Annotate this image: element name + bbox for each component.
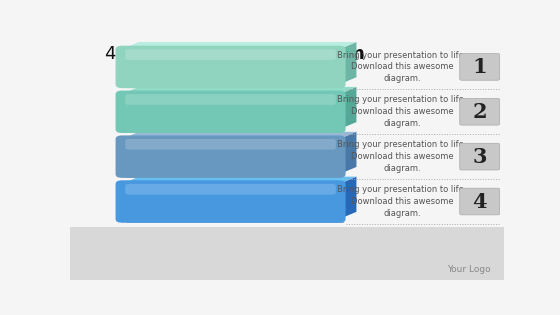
Polygon shape [122,132,356,139]
Polygon shape [122,42,356,49]
FancyBboxPatch shape [115,90,346,133]
Polygon shape [122,87,356,94]
FancyBboxPatch shape [460,98,500,125]
Polygon shape [339,87,356,129]
Text: 2: 2 [473,102,487,122]
Text: 4: 4 [105,45,122,63]
FancyBboxPatch shape [125,49,336,60]
FancyBboxPatch shape [460,188,500,215]
Polygon shape [122,132,139,174]
Polygon shape [339,177,356,219]
Polygon shape [122,219,344,223]
FancyBboxPatch shape [115,135,346,178]
Polygon shape [122,87,139,129]
Text: Bring your presentation to life.
Download this awesome
diagram.: Bring your presentation to life. Downloa… [337,51,466,83]
Polygon shape [122,42,139,84]
FancyBboxPatch shape [460,54,500,80]
Polygon shape [122,177,139,219]
Polygon shape [122,84,344,88]
Text: Bring your presentation to life.
Download this awesome
diagram.: Bring your presentation to life. Downloa… [337,95,466,128]
FancyBboxPatch shape [115,180,346,223]
Text: 1: 1 [473,57,487,77]
FancyBboxPatch shape [125,94,336,105]
FancyBboxPatch shape [125,184,336,195]
Text: 4: 4 [473,192,487,211]
Text: 3: 3 [473,147,487,167]
Polygon shape [339,132,356,174]
Polygon shape [122,129,344,133]
Text: Bring your presentation to life.
Download this awesome
diagram.: Bring your presentation to life. Downloa… [337,140,466,173]
Polygon shape [122,174,344,178]
Text: Bring your presentation to life.
Download this awesome
diagram.: Bring your presentation to life. Downloa… [337,185,466,218]
FancyBboxPatch shape [115,46,346,88]
Text: Your Logo: Your Logo [447,265,491,274]
Polygon shape [339,42,356,84]
Text: Stages Vertical Diagram: Stages Vertical Diagram [120,45,365,63]
Bar [70,227,504,280]
FancyBboxPatch shape [460,143,500,170]
Polygon shape [122,177,356,184]
FancyBboxPatch shape [125,139,336,150]
Bar [70,38,504,227]
